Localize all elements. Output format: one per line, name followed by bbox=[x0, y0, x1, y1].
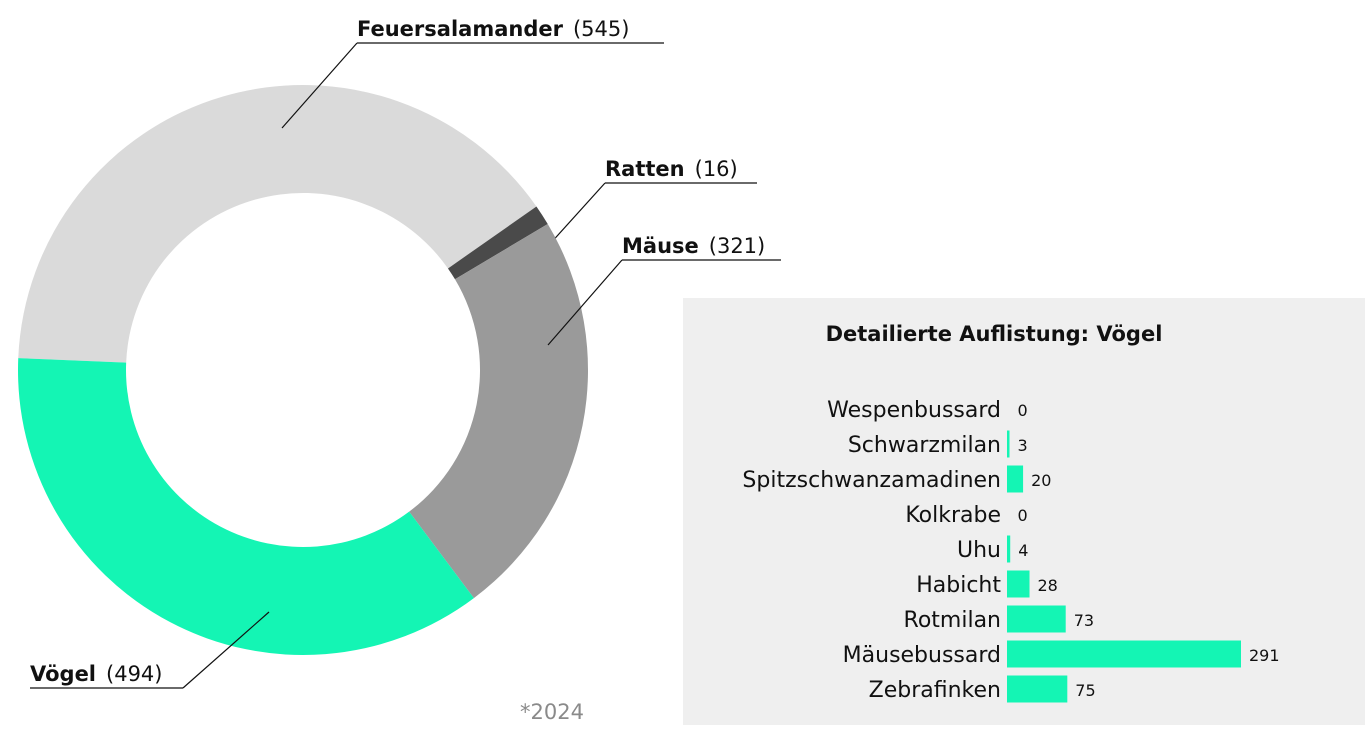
bar-value-label: 20 bbox=[1031, 471, 1051, 490]
slice-name: Ratten bbox=[605, 157, 685, 181]
bar bbox=[1007, 465, 1024, 493]
bar-value-label: 28 bbox=[1038, 576, 1058, 595]
bar-category-label: Zebrafinken bbox=[869, 678, 1001, 703]
donut-chart: Feuersalamander (545) Ratten (16) Mäuse (321)… bbox=[18, 17, 781, 689]
bar-category-label: Habicht bbox=[916, 573, 1001, 598]
slice-maeuse bbox=[409, 223, 588, 599]
slice-name: Mäuse bbox=[622, 234, 699, 258]
bar-chart: Detailierte Auflistung: Vögel Wespenbussa… bbox=[742, 322, 1280, 703]
bar-category-label: Rotmilan bbox=[904, 608, 1001, 633]
bar-value-label: 0 bbox=[1018, 401, 1028, 420]
leader-line-maeuse bbox=[547, 259, 623, 346]
bar-category-label: Schwarzmilan bbox=[848, 433, 1001, 458]
bar bbox=[1007, 605, 1066, 633]
bar bbox=[1007, 640, 1241, 668]
bar-category-label: Uhu bbox=[957, 538, 1001, 563]
bar-chart-title: Detailierte Auflistung: Vögel bbox=[826, 322, 1163, 346]
slice-name: Vögel bbox=[30, 662, 96, 686]
bar bbox=[1007, 535, 1011, 563]
slice-value: (545) bbox=[573, 17, 629, 41]
slice-label-maeuse: Mäuse (321) bbox=[622, 234, 765, 258]
slice-label-voegel: Vögel (494) bbox=[30, 662, 162, 686]
bar-category-label: Wespenbussard bbox=[827, 398, 1001, 423]
footnote: *2024 bbox=[520, 700, 584, 724]
slice-ratten bbox=[447, 206, 548, 280]
bar bbox=[1007, 430, 1010, 458]
slice-label-feuersalamander: Feuersalamander (545) bbox=[357, 17, 629, 41]
slice-voegel bbox=[18, 358, 474, 655]
bar-value-label: 73 bbox=[1074, 611, 1094, 630]
bar-category-label: Kolkrabe bbox=[905, 503, 1001, 528]
slice-value: (16) bbox=[695, 157, 738, 181]
bar-value-label: 75 bbox=[1075, 681, 1095, 700]
bar bbox=[1007, 570, 1030, 598]
bar-category-label: Spitzschwanzamadinen bbox=[742, 468, 1001, 493]
slice-name: Feuersalamander bbox=[357, 17, 564, 41]
slice-value: (494) bbox=[106, 662, 162, 686]
leader-line-feuersalamander bbox=[281, 42, 358, 129]
leader-line-voegel bbox=[182, 611, 270, 689]
slice-value: (321) bbox=[709, 234, 765, 258]
bar bbox=[1007, 675, 1068, 703]
slice-feuersalamander bbox=[18, 84, 537, 363]
bar-value-label: 4 bbox=[1018, 541, 1028, 560]
bar-category-label: Mäusebussard bbox=[843, 643, 1001, 668]
bar-value-label: 291 bbox=[1249, 646, 1280, 665]
bar-value-label: 3 bbox=[1018, 436, 1028, 455]
bar-value-label: 0 bbox=[1018, 506, 1028, 525]
slice-label-ratten: Ratten (16) bbox=[605, 157, 738, 181]
